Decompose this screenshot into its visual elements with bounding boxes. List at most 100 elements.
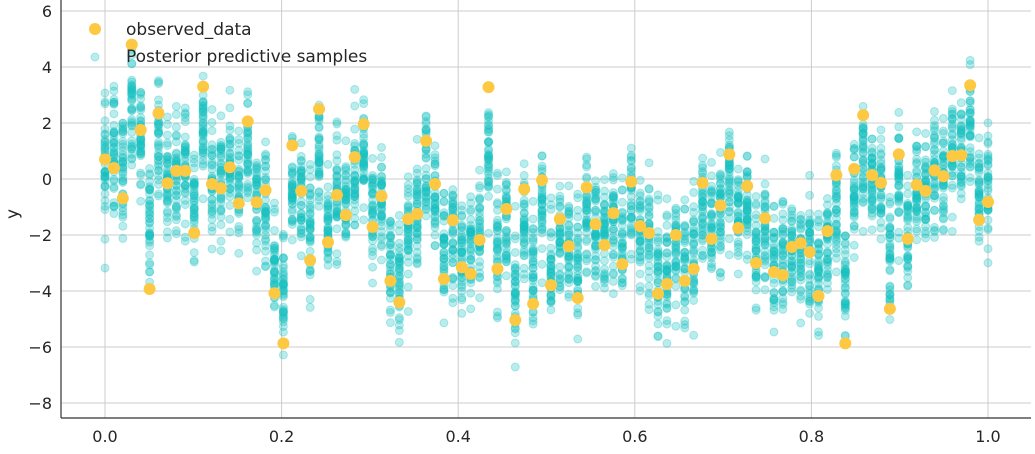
- posterior-sample-point: [100, 142, 110, 152]
- posterior-sample-point: [243, 159, 253, 169]
- posterior-sample-point: [216, 144, 226, 154]
- posterior-sample-point: [261, 230, 271, 240]
- posterior-sample-point: [350, 185, 360, 195]
- posterior-sample-point: [653, 319, 663, 329]
- posterior-sample-point: [109, 148, 119, 158]
- observed-data-point: [99, 153, 111, 166]
- posterior-sample-point: [849, 212, 859, 222]
- posterior-sample-point: [198, 121, 208, 131]
- posterior-sample-point: [180, 236, 190, 246]
- posterior-sample-point: [198, 106, 208, 116]
- posterior-sample-point: [466, 304, 476, 314]
- posterior-sample-point: [332, 181, 342, 191]
- posterior-sample-point: [198, 103, 208, 113]
- posterior-sample-point: [198, 126, 208, 136]
- posterior-sample-point: [867, 194, 877, 204]
- posterior-sample-point: [127, 144, 137, 154]
- posterior-sample-point: [448, 204, 458, 214]
- posterior-sample-point: [171, 195, 181, 205]
- posterior-sample-point: [680, 323, 690, 333]
- posterior-sample-point: [599, 217, 609, 227]
- posterior-sample-point: [278, 269, 288, 279]
- posterior-sample-point: [350, 84, 360, 94]
- posterior-sample-point: [805, 190, 815, 200]
- posterior-sample-point: [412, 134, 422, 144]
- observed-data-point: [687, 262, 700, 275]
- posterior-sample-point: [510, 338, 520, 348]
- posterior-sample-point: [252, 160, 262, 170]
- posterior-sample-point: [261, 209, 271, 219]
- posterior-sample-point: [269, 267, 279, 277]
- posterior-sample-point: [189, 248, 199, 258]
- posterior-sample-point: [965, 60, 975, 70]
- posterior-sample-point: [180, 181, 190, 191]
- posterior-sample-point: [198, 104, 208, 114]
- posterior-sample-point: [136, 90, 146, 100]
- observed-data-point: [741, 180, 754, 192]
- posterior-sample-point: [582, 197, 592, 207]
- posterior-sample-point: [261, 162, 271, 172]
- posterior-sample-point: [385, 287, 395, 297]
- posterior-sample-point: [252, 165, 262, 175]
- observed-data-point: [874, 176, 887, 189]
- posterior-sample-point: [278, 274, 288, 284]
- posterior-sample-point: [528, 259, 538, 269]
- posterior-sample-point: [198, 111, 208, 121]
- posterior-sample-point: [983, 118, 993, 128]
- posterior-sample-point: [626, 221, 636, 231]
- observed-data-point: [848, 162, 861, 175]
- posterior-sample-point: [225, 125, 235, 135]
- posterior-sample-point: [171, 181, 181, 191]
- posterior-sample-point: [261, 202, 271, 212]
- posterior-sample-point: [127, 89, 137, 99]
- posterior-sample-point: [858, 179, 868, 189]
- posterior-sample-point: [269, 275, 279, 285]
- posterior-sample-point: [537, 225, 547, 235]
- posterior-sample-point: [707, 220, 717, 230]
- posterior-sample-point: [760, 285, 770, 295]
- posterior-sample-point: [162, 119, 172, 129]
- posterior-sample-point: [225, 152, 235, 162]
- posterior-sample-point: [555, 269, 565, 279]
- posterior-sample-point: [689, 188, 699, 198]
- posterior-sample-point: [189, 178, 199, 188]
- posterior-sample-point: [546, 204, 556, 214]
- posterior-sample-point: [350, 124, 360, 134]
- posterior-sample-point: [207, 195, 217, 205]
- posterior-sample-point: [261, 151, 271, 161]
- posterior-sample-point: [359, 159, 369, 169]
- posterior-sample-point: [243, 149, 253, 159]
- posterior-sample-point: [974, 232, 984, 242]
- observed-data-point: [536, 174, 549, 187]
- posterior-sample-point: [127, 136, 137, 146]
- posterior-sample-point: [822, 200, 832, 210]
- posterior-sample-point: [136, 168, 146, 178]
- posterior-sample-point: [644, 305, 654, 315]
- legend-marker-observed: [89, 23, 101, 35]
- posterior-sample-point: [118, 126, 128, 136]
- posterior-sample-point: [154, 189, 164, 199]
- posterior-sample-point: [234, 181, 244, 191]
- x-tick-label: 0.8: [799, 427, 824, 446]
- posterior-sample-point: [127, 80, 137, 90]
- posterior-sample-point: [162, 158, 172, 168]
- posterior-sample-point: [216, 144, 226, 154]
- posterior-sample-point: [261, 175, 271, 185]
- posterior-sample-point: [243, 188, 253, 198]
- posterior-sample-point: [573, 237, 583, 247]
- posterior-sample-point: [136, 101, 146, 111]
- observed-data-point: [901, 232, 914, 245]
- posterior-sample-point: [198, 110, 208, 120]
- posterior-sample-point: [430, 153, 440, 163]
- posterior-sample-point: [136, 141, 146, 151]
- posterior-sample-point: [189, 209, 199, 219]
- posterior-sample-point: [510, 201, 520, 211]
- posterior-sample-point: [198, 147, 208, 157]
- posterior-sample-point: [528, 316, 538, 326]
- posterior-sample-point: [225, 139, 235, 149]
- posterior-sample-point: [840, 231, 850, 241]
- posterior-sample-point: [127, 103, 137, 113]
- posterior-sample-point: [475, 225, 485, 235]
- posterior-sample-point: [252, 163, 262, 173]
- posterior-sample-point: [180, 147, 190, 157]
